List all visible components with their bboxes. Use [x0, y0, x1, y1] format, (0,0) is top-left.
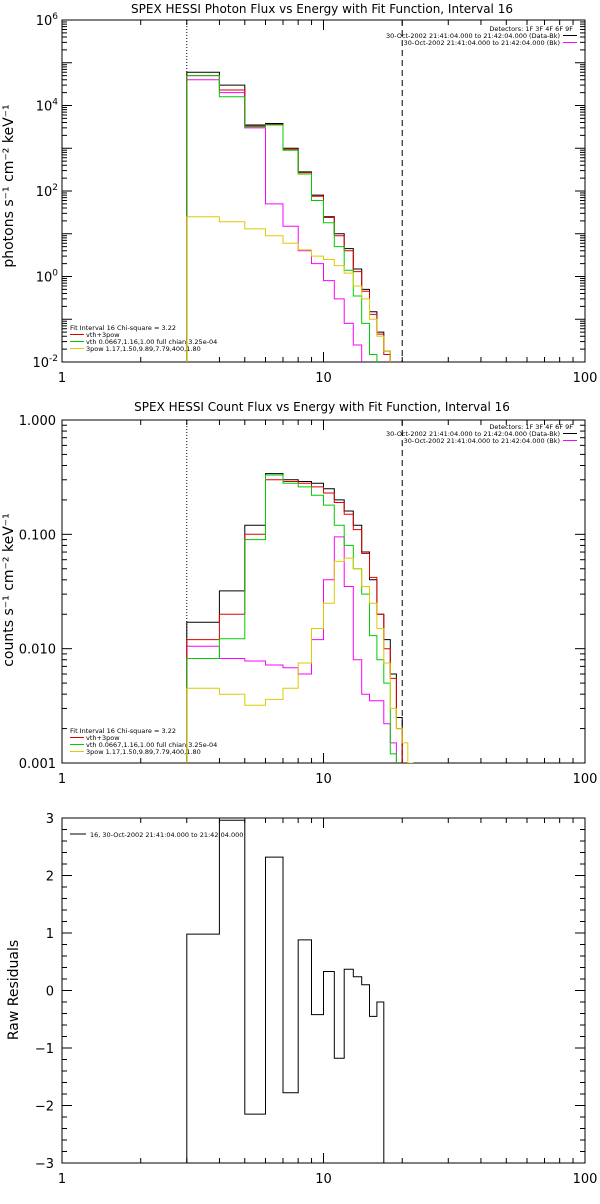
legend-interval-text: 16, 30-Oct-2002 21:41:04.000 to 21:42:04… — [90, 831, 243, 839]
y-axis-label: Raw Residuals — [6, 940, 22, 1040]
y-tick-label: 0 — [46, 985, 54, 1000]
legend-entry-vth-3pow: vth+3pow — [86, 331, 120, 339]
x-tick-label: 100 — [573, 371, 598, 386]
y-tick-label: 104 — [36, 98, 59, 115]
y-tick-label: 0.010 — [19, 643, 56, 658]
y-tick-label: 2 — [46, 870, 54, 885]
series-3pow-line — [186, 557, 414, 763]
x-axis-ticks — [61, 20, 574, 362]
legend: 16, 30-Oct-2002 21:41:04.000 to 21:42:04… — [90, 831, 243, 839]
legend: Fit Interval 16 Chi-square = 3.22 vth+3p… — [70, 324, 217, 353]
chart-title: SPEX HESSI Photon Flux vs Energy with Fi… — [131, 2, 513, 16]
data-bk-interval-text: 30-Oct-2002 21:41:04.000 to 21:42:04.000… — [386, 32, 560, 40]
series-vth-line — [186, 75, 378, 362]
series-group — [186, 71, 391, 362]
x-tick-label: 1 — [58, 371, 66, 386]
legend-fit-info: Fit Interval 16 Chi-square = 3.22 — [70, 324, 176, 332]
series-group — [186, 473, 414, 763]
x-tick-label: 1 — [58, 772, 66, 787]
data-bk-interval-text: 30-Oct-2002 21:41:04.000 to 21:42:04.000… — [386, 430, 560, 438]
series-data-bk-line — [186, 536, 397, 763]
y-axis-label: counts s⁻¹ cm⁻² keV⁻¹ — [1, 513, 17, 667]
y-tick-label: 3 — [46, 812, 54, 827]
series-data-line — [186, 473, 403, 763]
legend-fit-info: Fit Interval 16 Chi-square = 3.22 — [70, 727, 176, 735]
y-tick-label: 0.001 — [19, 757, 56, 772]
series-data-line — [186, 71, 391, 362]
x-tick-label: 1 — [58, 1172, 66, 1187]
bk-interval-text: 30-Oct-2002 21:41:04.000 to 21:42:04.000… — [404, 39, 560, 47]
y-tick-label: 102 — [36, 183, 58, 200]
photon-flux-panel: SPEX HESSI Photon Flux vs Energy with Fi… — [1, 2, 598, 386]
y-tick-label: −1 — [35, 1042, 54, 1057]
plot-frame — [61, 19, 586, 363]
x-tick-label: 100 — [573, 772, 598, 787]
series-3pow-line — [186, 216, 391, 362]
y-tick-label: 1.000 — [19, 414, 56, 429]
y-tick-label: −3 — [35, 1157, 54, 1172]
x-tick-label: 10 — [315, 772, 332, 787]
y-axis-ticks — [62, 419, 585, 764]
legend-entry-vth-3pow: vth+3pow — [86, 734, 120, 742]
y-tick-label: 100 — [36, 269, 59, 286]
bk-interval-text: 30-Oct-2002 21:41:04.000 to 21:42:04.000… — [404, 437, 560, 445]
y-tick-label: 10-2 — [32, 354, 58, 371]
legend-entry-3pow: 3pow 1.17,1.50,9.89,7.79,400,1.80 — [86, 748, 201, 756]
legend-entry-vth: vth 0.0667,1.16,1.00 full chian 3.25e-04 — [86, 741, 217, 749]
detectors-text: Detectors: 1F 3F 4F 6F 9F — [489, 423, 573, 431]
y-axis-ticks — [62, 817, 585, 1164]
detectors-text: Detectors: 1F 3F 4F 6F 9F — [489, 25, 573, 33]
y-axis-label: photons s⁻¹ cm⁻² keV⁻¹ — [1, 104, 17, 267]
x-axis-ticks — [61, 818, 574, 1163]
x-axis-ticks — [61, 420, 574, 763]
residuals-panel: Raw Residuals 16, 30-Oct-2002 21:41:04.0… — [6, 812, 598, 1187]
y-tick-label: 106 — [36, 12, 59, 29]
series-group — [186, 819, 385, 1163]
y-tick-label: 1 — [46, 927, 54, 942]
info-block: Detectors: 1F 3F 4F 6F 9F 30-Oct-2002 21… — [386, 423, 573, 445]
y-axis-ticks — [62, 19, 585, 363]
x-tick-label: 10 — [315, 371, 332, 386]
series-data-line — [186, 819, 385, 1163]
legend: Fit Interval 16 Chi-square = 3.22 vth+3p… — [70, 727, 217, 756]
series-vth-3pow-line — [186, 479, 403, 763]
x-tick-label: 100 — [573, 1172, 598, 1187]
count-flux-panel: SPEX HESSI Count Flux vs Energy with Fit… — [1, 400, 598, 787]
y-tick-label: −2 — [35, 1100, 54, 1115]
legend-entry-3pow: 3pow 1.17,1.50,9.89,7.79,400,1.80 — [86, 345, 201, 353]
chart-title: SPEX HESSI Count Flux vs Energy with Fit… — [134, 400, 510, 414]
y-tick-label: 0.100 — [19, 528, 56, 543]
series-vth-line — [186, 474, 397, 763]
legend-entry-vth: vth 0.0667,1.16,1.00 full chian 3.25e-04 — [86, 338, 217, 346]
x-tick-label: 10 — [315, 1172, 332, 1187]
info-block: Detectors: 1F 3F 4F 6F 9F 30-Oct-2002 21… — [386, 25, 573, 47]
